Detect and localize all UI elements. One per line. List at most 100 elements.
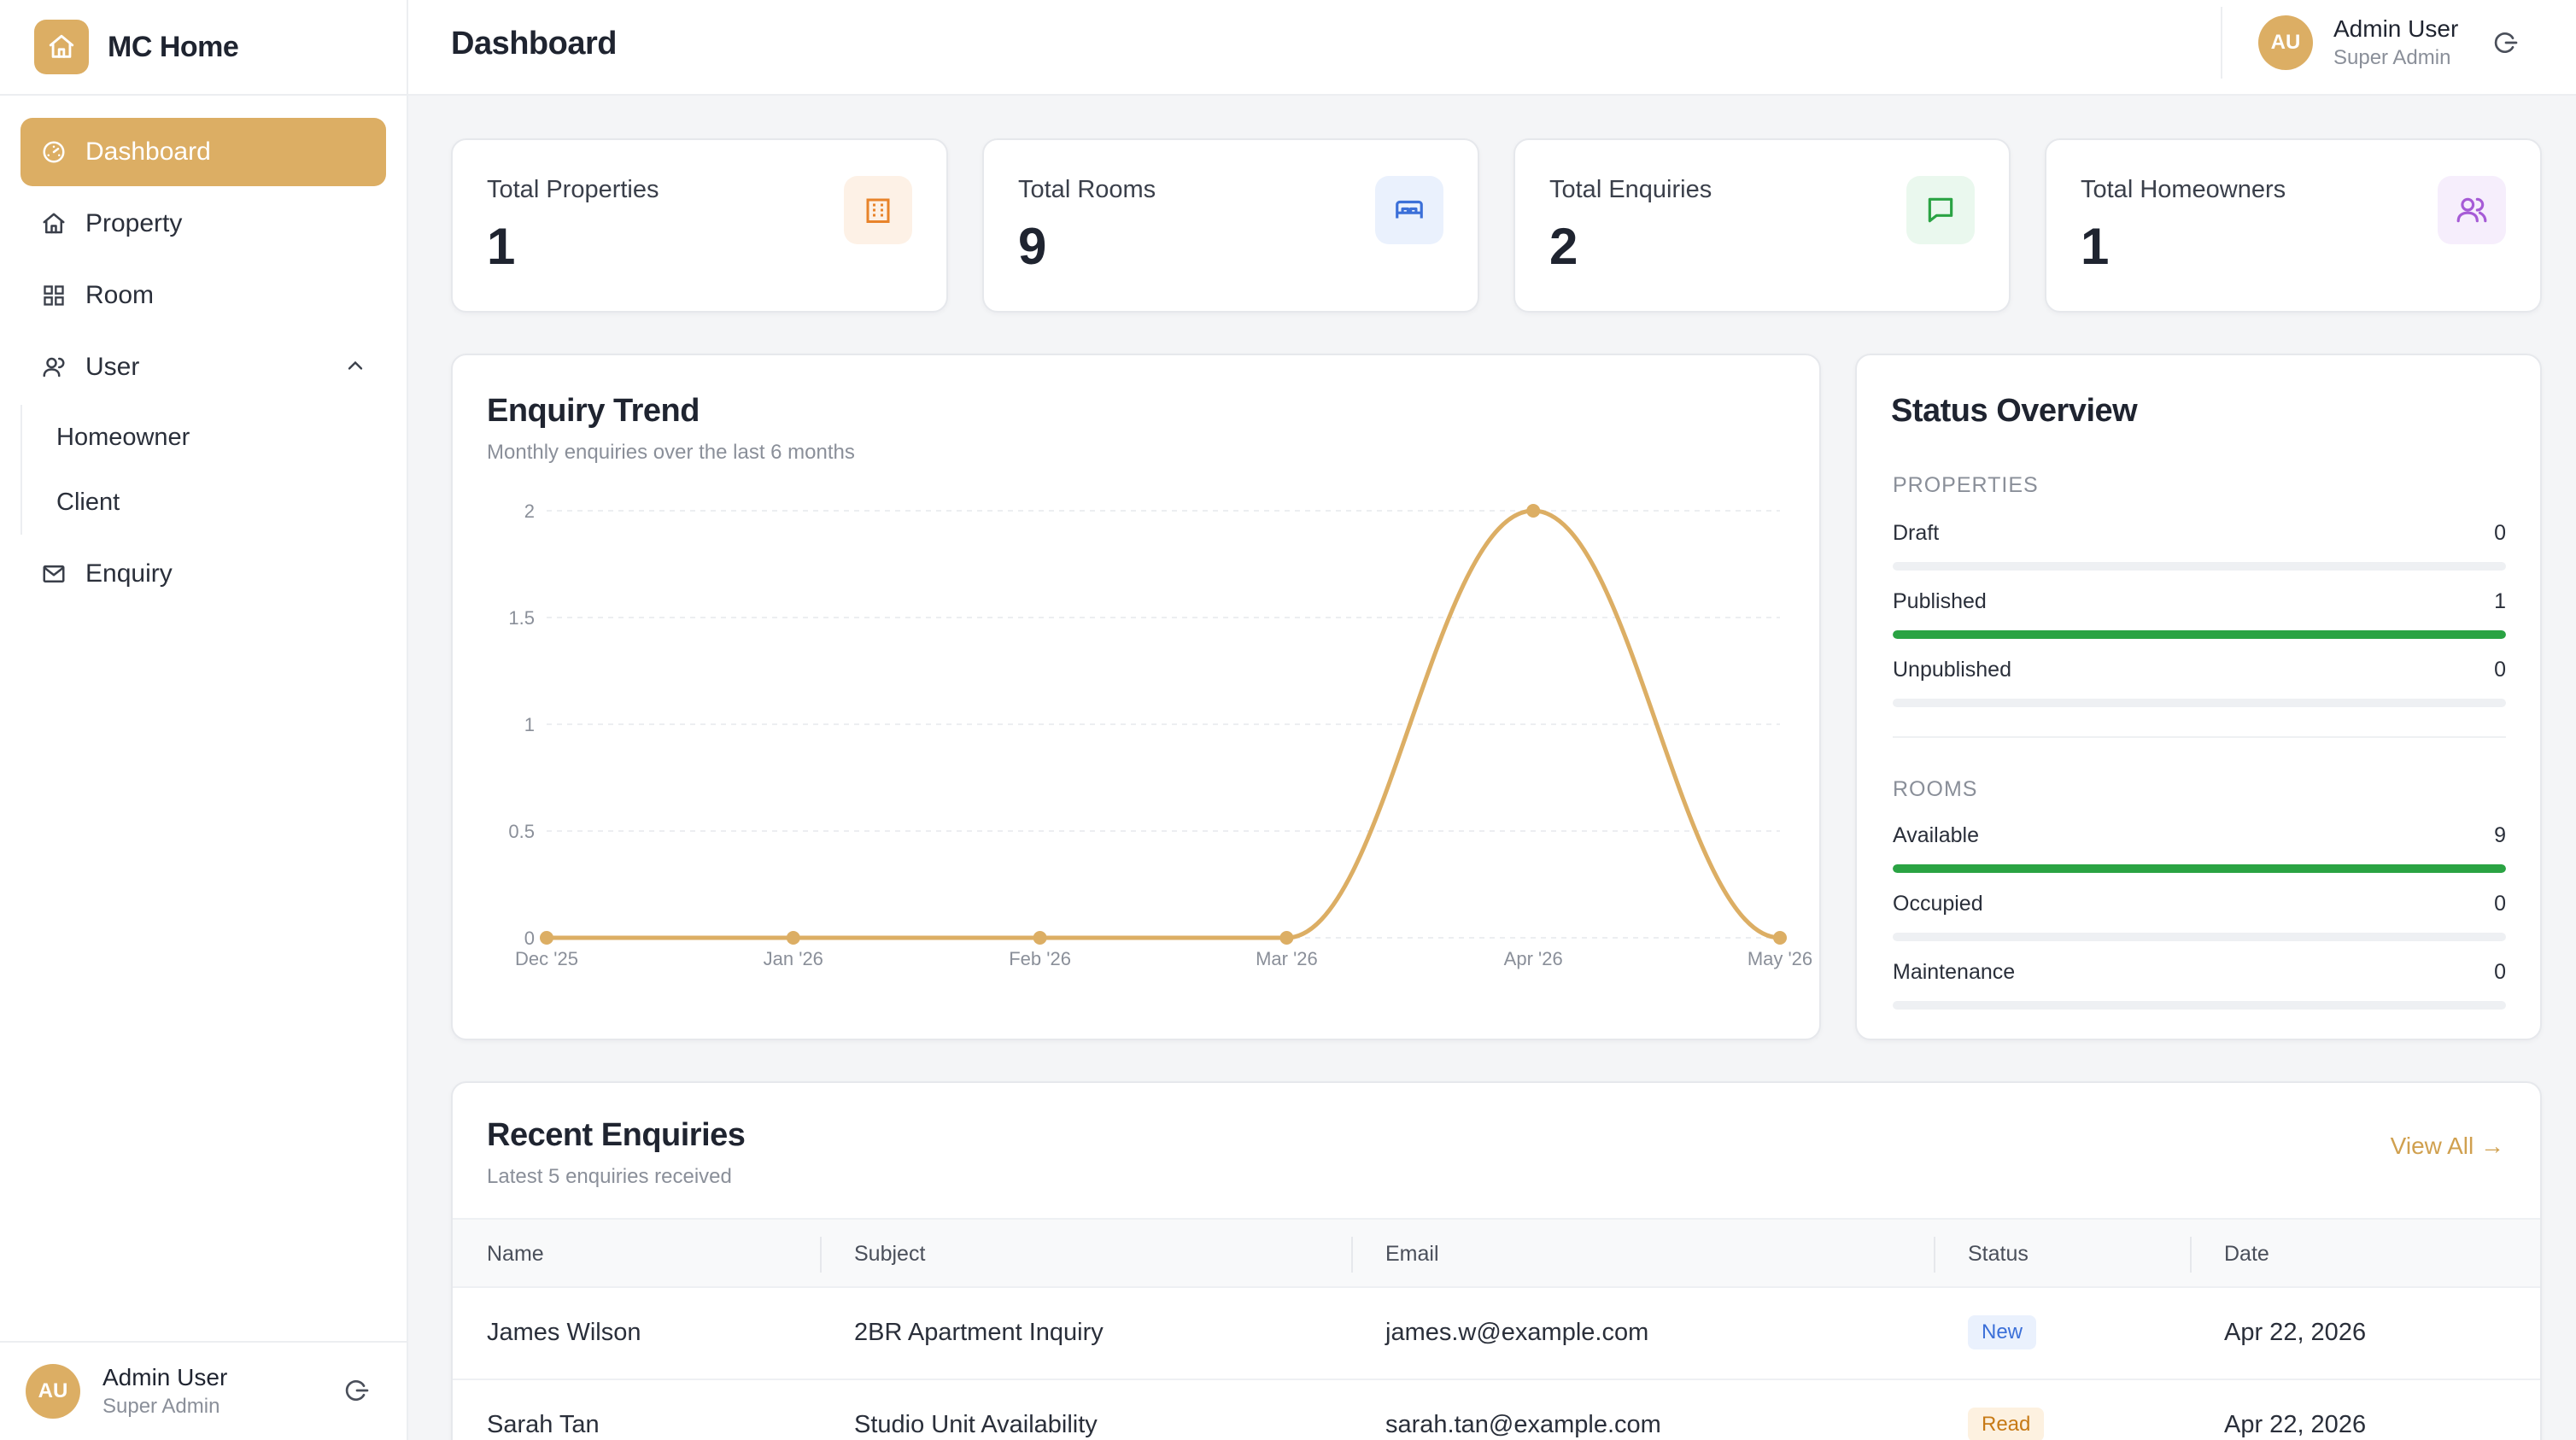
users-icon xyxy=(2438,176,2506,244)
status-value: 0 xyxy=(2494,892,2506,916)
page-title: Dashboard xyxy=(451,26,617,61)
grid-icon xyxy=(39,281,68,310)
status-label: Draft xyxy=(1893,521,1940,545)
status-overview-card: Status Overview PROPERTIES Draft 0 Publi… xyxy=(1855,354,2542,1040)
column-divider xyxy=(2190,1237,2192,1273)
section-label-properties: PROPERTIES xyxy=(1893,473,2039,497)
view-all-link[interactable]: View All → xyxy=(2390,1133,2504,1159)
cell-date: Apr 22, 2026 xyxy=(2224,1411,2367,1438)
topbar: Dashboard AU Admin User Super Admin xyxy=(408,0,2576,96)
stat-value: 1 xyxy=(487,218,516,275)
status-value: 0 xyxy=(2494,960,2506,984)
data-point xyxy=(1773,931,1787,945)
card-title: Enquiry Trend xyxy=(487,393,700,429)
user-role: Super Admin xyxy=(102,1395,220,1418)
section-label-rooms: ROOMS xyxy=(1893,777,1978,801)
column-header-name[interactable]: Name xyxy=(487,1242,544,1266)
user-subnav: Homeowner Client xyxy=(20,405,386,535)
progress-track xyxy=(1893,699,2506,707)
column-header-email[interactable]: Email xyxy=(1385,1242,1439,1266)
building-icon xyxy=(844,176,912,244)
recent-enquiries-card: Recent Enquiries Latest 5 enquiries rece… xyxy=(451,1081,2542,1440)
sidebar-item-user[interactable]: User xyxy=(20,333,386,401)
chevron-up-icon[interactable] xyxy=(343,354,367,384)
sidebar: MC Home Dashboard Property Room User xyxy=(0,0,408,1440)
sidebar-item-label: User xyxy=(85,353,140,381)
home-logo-icon xyxy=(34,20,89,74)
cell-subject: 2BR Apartment Inquiry xyxy=(854,1319,1104,1346)
enquiry-trend-card: Enquiry Trend Monthly enquiries over the… xyxy=(451,354,1821,1040)
sidebar-item-enquiry[interactable]: Enquiry xyxy=(20,540,386,608)
column-header-status[interactable]: Status xyxy=(1968,1242,2029,1266)
y-tick-label: 1 xyxy=(524,714,535,735)
cell-subject: Studio Unit Availability xyxy=(854,1411,1098,1438)
status-label: Unpublished xyxy=(1893,658,2011,682)
card-title: Status Overview xyxy=(1891,393,2138,429)
x-tick-label: Jan '26 xyxy=(764,948,823,969)
data-point xyxy=(1526,504,1541,518)
stat-value: 9 xyxy=(1018,218,1047,275)
x-tick-label: Dec '25 xyxy=(515,948,578,969)
header-user[interactable]: AU Admin User Super Admin xyxy=(2258,15,2458,70)
users-icon xyxy=(39,353,68,382)
divider xyxy=(1893,736,2506,738)
sidebar-item-room[interactable]: Room xyxy=(20,261,386,330)
y-tick-label: 0.5 xyxy=(508,821,535,842)
trend-chart: 0 0.5 1 1.5 2 Dec '25 Jan '26 Feb '26 Mar '26 Apr… xyxy=(508,500,1812,969)
stat-value: 2 xyxy=(1549,218,1578,275)
progress-track xyxy=(1893,630,2506,639)
data-point xyxy=(786,931,800,945)
logout-icon[interactable] xyxy=(2492,29,2520,61)
progress-track xyxy=(1893,1001,2506,1010)
status-value: 9 xyxy=(2494,823,2506,847)
table-row[interactable]: James Wilson 2BR Apartment Inquiry james… xyxy=(453,1288,2540,1380)
stat-card-rooms[interactable]: Total Rooms 9 xyxy=(982,138,1479,313)
status-label: Available xyxy=(1893,823,1980,847)
column-divider xyxy=(1934,1237,1935,1273)
stat-card-properties[interactable]: Total Properties 1 xyxy=(451,138,948,313)
avatar[interactable]: AU xyxy=(2258,15,2313,70)
brand-name: MC Home xyxy=(108,30,239,63)
progress-fill xyxy=(1893,864,2506,873)
brand[interactable]: MC Home xyxy=(0,0,407,96)
y-tick-label: 0 xyxy=(524,928,535,949)
data-point xyxy=(540,931,553,945)
sidebar-item-label: Property xyxy=(85,209,183,237)
table-header: Name Subject Email Status Date xyxy=(453,1218,2540,1288)
avatar[interactable]: AU xyxy=(26,1364,80,1419)
sidebar-item-property[interactable]: Property xyxy=(20,190,386,258)
column-divider xyxy=(1351,1237,1353,1273)
column-divider xyxy=(820,1237,822,1273)
stat-card-enquiries[interactable]: Total Enquiries 2 xyxy=(1513,138,2011,313)
message-icon xyxy=(1906,176,1975,244)
status-badge: Read xyxy=(1968,1408,2045,1440)
cell-email: sarah.tan@example.com xyxy=(1385,1411,1661,1438)
user-name: Admin User xyxy=(102,1364,228,1390)
status-value: 1 xyxy=(2494,589,2506,613)
stat-label: Total Homeowners xyxy=(2081,176,2286,203)
sidebar-item-client[interactable]: Client xyxy=(56,488,120,516)
sidebar-item-dashboard[interactable]: Dashboard xyxy=(20,118,386,186)
sidebar-item-label: Room xyxy=(85,281,155,309)
status-label: Published xyxy=(1893,589,1987,613)
house-icon xyxy=(39,209,68,238)
data-point xyxy=(1279,931,1294,945)
column-header-subject[interactable]: Subject xyxy=(854,1242,926,1266)
table-row[interactable]: Sarah Tan Studio Unit Availability sarah… xyxy=(453,1380,2540,1440)
user-role: Super Admin xyxy=(2333,46,2451,69)
column-header-date[interactable]: Date xyxy=(2224,1242,2269,1266)
cell-name: Sarah Tan xyxy=(487,1411,600,1438)
status-label: Occupied xyxy=(1893,892,1983,916)
stat-card-homeowners[interactable]: Total Homeowners 1 xyxy=(2045,138,2542,313)
progress-track xyxy=(1893,933,2506,941)
stat-label: Total Properties xyxy=(487,176,659,203)
data-point xyxy=(1033,931,1047,945)
dashboard-gauge-icon xyxy=(39,138,68,167)
card-title: Recent Enquiries xyxy=(487,1117,746,1153)
logout-icon[interactable] xyxy=(343,1377,371,1408)
cell-email: james.w@example.com xyxy=(1385,1319,1649,1346)
sidebar-item-homeowner[interactable]: Homeowner xyxy=(56,423,190,451)
user-name: Admin User xyxy=(2333,15,2459,42)
cell-date: Apr 22, 2026 xyxy=(2224,1319,2367,1346)
status-badge: New xyxy=(1968,1315,2037,1349)
